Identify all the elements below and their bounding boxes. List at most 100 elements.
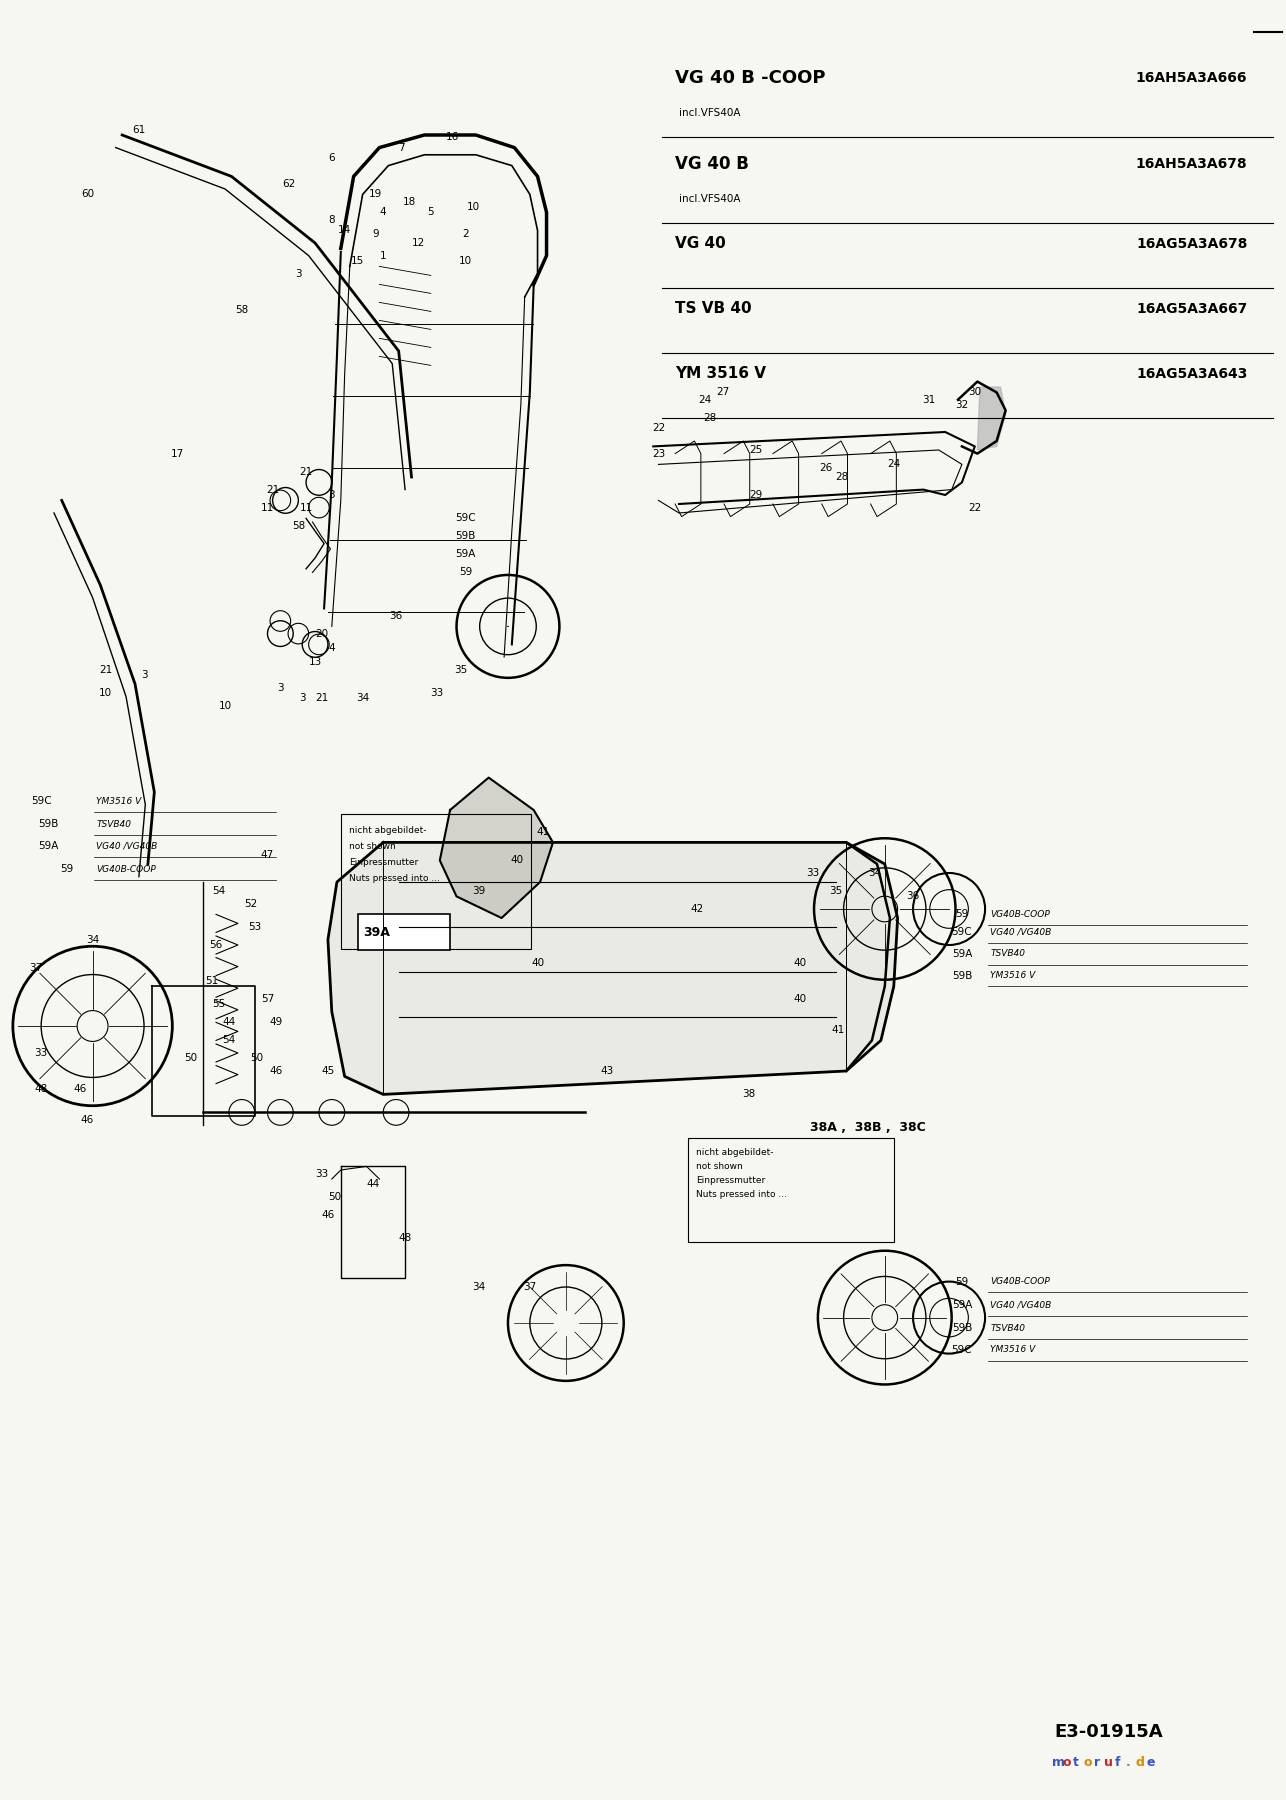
Text: 21: 21: [99, 664, 112, 675]
Text: not shown: not shown: [349, 842, 396, 851]
Text: 14: 14: [338, 225, 351, 236]
Text: 18: 18: [403, 196, 415, 207]
Text: VG40B-COOP: VG40B-COOP: [96, 866, 156, 875]
Text: 3: 3: [328, 490, 336, 500]
Text: 45: 45: [322, 1066, 334, 1076]
Text: 3: 3: [294, 268, 302, 279]
Text: 59B: 59B: [39, 819, 59, 830]
Text: 25: 25: [750, 445, 763, 455]
Text: 59: 59: [955, 909, 968, 920]
Text: 3: 3: [276, 682, 284, 693]
Text: YM3516 V: YM3516 V: [990, 1346, 1035, 1354]
Text: 12: 12: [412, 238, 424, 248]
Text: 33: 33: [35, 1048, 48, 1058]
Text: Nuts pressed into ...: Nuts pressed into ...: [349, 873, 440, 882]
Text: 44: 44: [367, 1179, 379, 1190]
Text: 57: 57: [261, 994, 274, 1004]
Text: 41: 41: [832, 1024, 845, 1035]
Text: 59C: 59C: [952, 927, 972, 938]
Text: YM3516 V: YM3516 V: [96, 796, 141, 806]
Text: incl.VFS40A: incl.VFS40A: [679, 108, 741, 117]
Text: 37: 37: [30, 963, 42, 974]
Text: 10: 10: [459, 256, 472, 266]
Text: 56: 56: [210, 940, 222, 950]
Text: o: o: [1062, 1755, 1071, 1769]
Text: 59C: 59C: [455, 513, 476, 524]
Text: 41: 41: [536, 826, 549, 837]
Text: 40: 40: [531, 958, 544, 968]
Text: 11: 11: [300, 502, 312, 513]
Text: 59A: 59A: [455, 549, 476, 560]
Text: 40: 40: [793, 958, 806, 968]
Text: TSVB40: TSVB40: [96, 821, 131, 828]
Text: YM 3516 V: YM 3516 V: [675, 365, 766, 382]
Text: 16AG5A3A667: 16AG5A3A667: [1136, 302, 1247, 315]
Text: d: d: [1136, 1755, 1145, 1769]
Text: 38A ,  38B ,  38C: 38A , 38B , 38C: [810, 1121, 926, 1134]
Text: f: f: [1115, 1755, 1120, 1769]
Text: 46: 46: [270, 1066, 283, 1076]
Text: TSVB40: TSVB40: [990, 950, 1025, 958]
Text: e: e: [1146, 1755, 1155, 1769]
Text: 50: 50: [251, 1053, 264, 1064]
Text: 44: 44: [222, 1017, 235, 1028]
Text: 23: 23: [652, 448, 665, 459]
Text: 59A: 59A: [39, 841, 59, 851]
Text: 34: 34: [868, 868, 881, 878]
Text: not shown: not shown: [696, 1161, 743, 1170]
Text: 62: 62: [283, 178, 296, 189]
Text: 20: 20: [315, 628, 328, 639]
Text: nicht abgebildet-: nicht abgebildet-: [696, 1148, 773, 1157]
Text: 34: 34: [86, 934, 99, 945]
Text: E3-01915A: E3-01915A: [1055, 1723, 1163, 1741]
Text: .: .: [1125, 1755, 1130, 1769]
Text: 51: 51: [206, 976, 219, 986]
Text: 6: 6: [328, 153, 336, 164]
Text: 9: 9: [372, 229, 379, 239]
Text: 3: 3: [140, 670, 148, 680]
Polygon shape: [328, 842, 898, 1094]
Text: 16AH5A3A678: 16AH5A3A678: [1136, 157, 1247, 171]
Text: 47: 47: [261, 850, 274, 860]
Text: 59C: 59C: [952, 1345, 972, 1355]
Bar: [341, 814, 531, 949]
Text: 19: 19: [369, 189, 382, 200]
Text: 33: 33: [431, 688, 444, 698]
Text: 24: 24: [698, 394, 711, 405]
Text: Einpressmutter: Einpressmutter: [349, 857, 418, 866]
Text: m: m: [1052, 1755, 1065, 1769]
Text: 13: 13: [309, 657, 322, 668]
Text: 10: 10: [467, 202, 480, 212]
Text: 21: 21: [315, 693, 328, 704]
Text: 34: 34: [472, 1282, 485, 1292]
Text: 10: 10: [99, 688, 112, 698]
Text: TSVB40: TSVB40: [990, 1325, 1025, 1332]
Text: 60: 60: [81, 189, 94, 200]
Text: u: u: [1105, 1755, 1114, 1769]
Text: 58: 58: [292, 520, 305, 531]
Text: 42: 42: [691, 904, 703, 914]
Text: 59A: 59A: [952, 1300, 972, 1310]
Text: VG 40 B -COOP: VG 40 B -COOP: [675, 68, 826, 86]
Text: 1: 1: [379, 250, 387, 261]
Text: VG40 /VG40B: VG40 /VG40B: [990, 929, 1052, 936]
Text: VG40B-COOP: VG40B-COOP: [990, 911, 1049, 918]
Text: 48: 48: [35, 1084, 48, 1094]
Text: t: t: [1073, 1755, 1079, 1769]
Text: 11: 11: [261, 502, 274, 513]
Text: VG40 /VG40B: VG40 /VG40B: [990, 1300, 1052, 1310]
Text: 50: 50: [328, 1192, 341, 1202]
Text: VG 40: VG 40: [675, 236, 725, 252]
Text: VG40 /VG40B: VG40 /VG40B: [96, 842, 158, 851]
Bar: [688, 1138, 894, 1242]
Text: 35: 35: [829, 886, 842, 896]
Text: 4: 4: [379, 207, 387, 218]
Text: 32: 32: [955, 400, 968, 410]
Polygon shape: [440, 778, 553, 918]
Text: 58: 58: [235, 304, 248, 315]
Text: 26: 26: [819, 463, 832, 473]
Text: 59B: 59B: [952, 1323, 972, 1334]
Text: 22: 22: [968, 502, 981, 513]
Text: 50: 50: [184, 1053, 197, 1064]
Text: 59B: 59B: [455, 531, 476, 542]
